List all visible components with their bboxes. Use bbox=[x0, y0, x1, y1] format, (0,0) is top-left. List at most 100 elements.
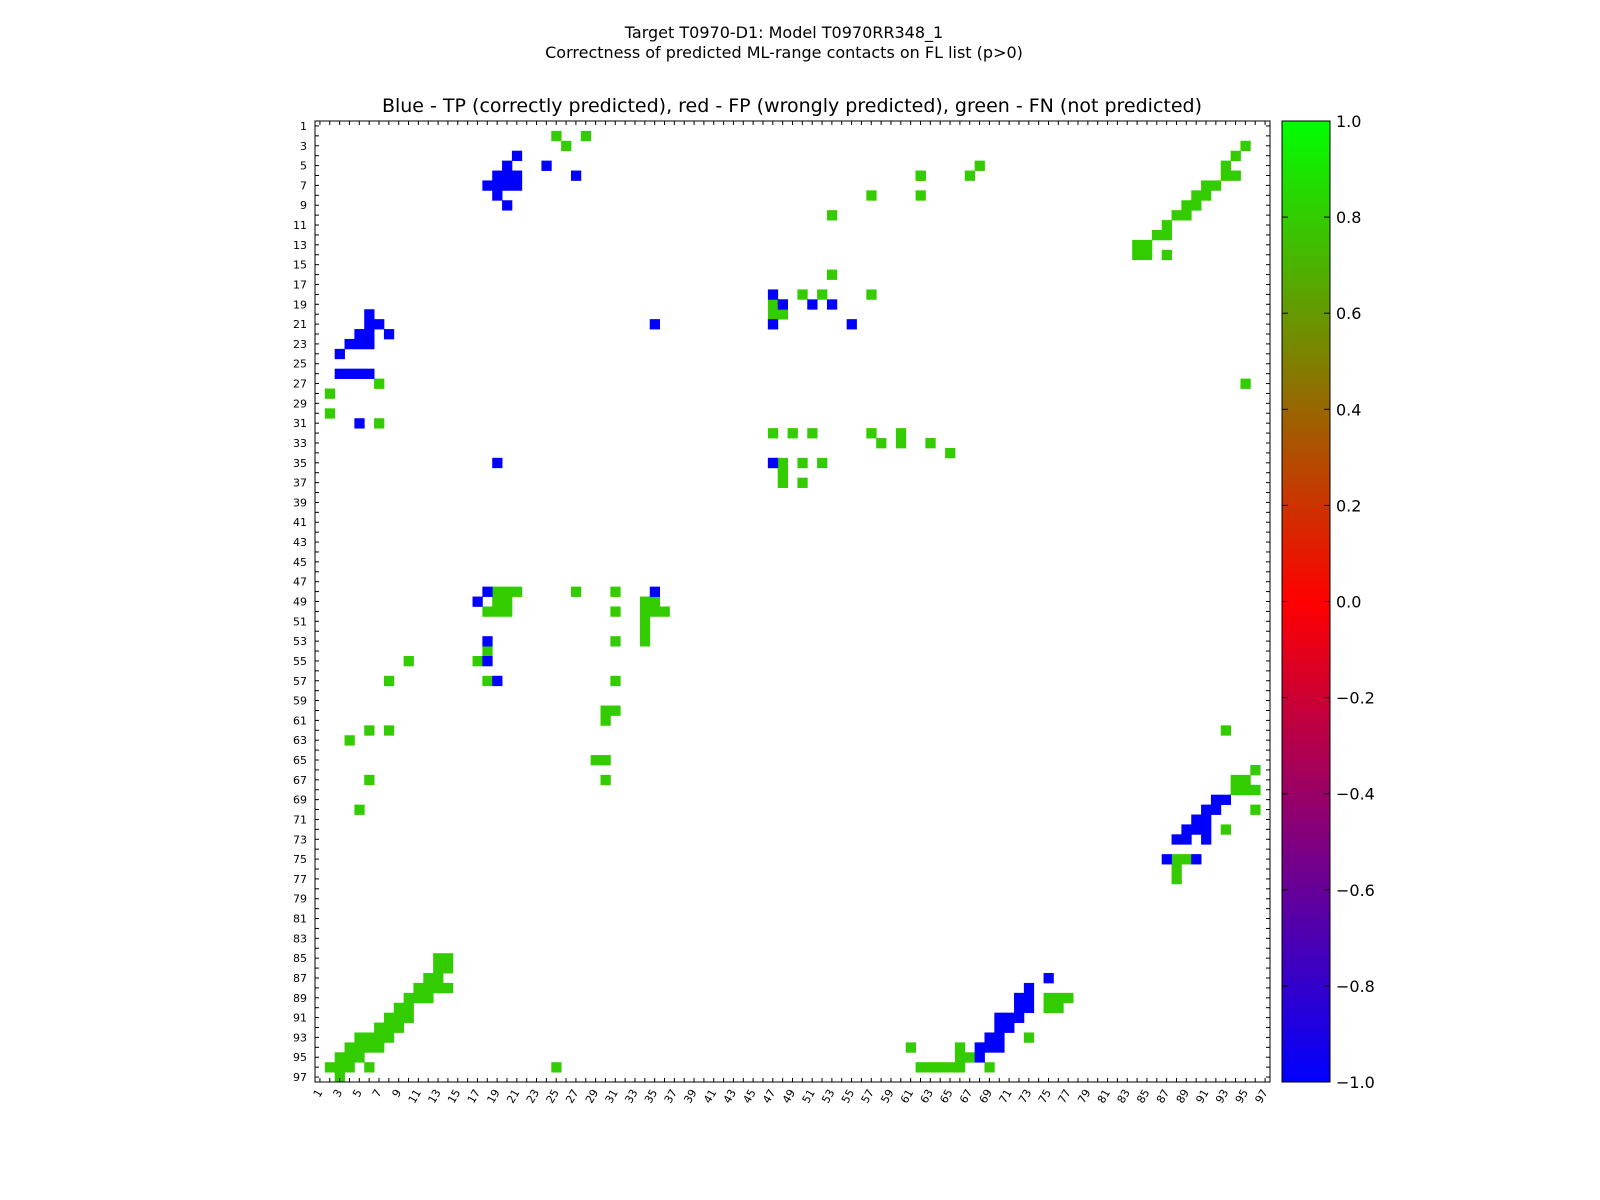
cell-fn bbox=[383, 725, 395, 736]
cell-tp bbox=[649, 586, 660, 597]
cell-fn bbox=[403, 992, 414, 1004]
cell-fn bbox=[423, 973, 434, 984]
cell-fn bbox=[649, 606, 660, 617]
x-tick-label: 59 bbox=[878, 1087, 896, 1106]
cell-fn bbox=[344, 1052, 355, 1063]
cell-fn bbox=[324, 408, 336, 419]
cell-tp bbox=[492, 190, 503, 201]
colorbar-tick-label: −0.8 bbox=[1336, 977, 1375, 996]
cell-fn bbox=[403, 1012, 414, 1023]
cell-fn bbox=[1201, 190, 1212, 201]
cell-fn bbox=[1240, 378, 1251, 389]
cell-fn bbox=[649, 596, 660, 607]
y-tick-label: 5 bbox=[300, 160, 307, 173]
cell-fn bbox=[364, 1042, 375, 1053]
cell-tp bbox=[1220, 794, 1232, 805]
cell-fn bbox=[393, 1002, 405, 1014]
cell-fn bbox=[334, 1072, 345, 1083]
cell-tp bbox=[570, 170, 582, 181]
colorbar-tick-label: 0.6 bbox=[1336, 304, 1361, 323]
y-tick-label: 7 bbox=[300, 179, 307, 192]
y-tick-label: 91 bbox=[293, 1012, 307, 1025]
cell-fn bbox=[1151, 229, 1163, 241]
cell-fn bbox=[423, 992, 434, 1004]
y-tick-label: 41 bbox=[293, 516, 307, 529]
cell-fn bbox=[905, 1042, 916, 1053]
y-tick-label: 29 bbox=[293, 397, 307, 410]
cell-fn bbox=[403, 1002, 414, 1014]
cell-fn bbox=[1043, 992, 1054, 1004]
cell-fn bbox=[374, 1022, 385, 1033]
cell-fn bbox=[945, 1062, 956, 1073]
cell-fn bbox=[610, 705, 621, 716]
cell-fn bbox=[561, 140, 572, 152]
cell-fn bbox=[472, 655, 483, 667]
cell-fn bbox=[551, 130, 562, 142]
x-tick-label: 61 bbox=[898, 1087, 916, 1106]
cell-tp bbox=[492, 170, 503, 181]
y-tick-label: 39 bbox=[293, 496, 307, 509]
cell-tp bbox=[1043, 973, 1054, 984]
cell-tp bbox=[1004, 1012, 1015, 1023]
cell-fn bbox=[374, 418, 385, 429]
x-tick-label: 89 bbox=[1174, 1087, 1192, 1106]
cell-tp bbox=[807, 299, 818, 310]
colorbar-tick-label: 0.4 bbox=[1336, 400, 1361, 419]
cell-tp bbox=[1201, 804, 1212, 815]
y-tick-label: 11 bbox=[293, 219, 307, 232]
cell-fn bbox=[1220, 824, 1232, 835]
x-tick-label: 87 bbox=[1154, 1087, 1172, 1106]
cell-fn bbox=[482, 646, 493, 657]
x-tick-label: 85 bbox=[1134, 1087, 1152, 1106]
y-tick-label: 81 bbox=[293, 913, 307, 926]
x-tick-label: 9 bbox=[390, 1087, 405, 1100]
cell-fn bbox=[1250, 804, 1261, 815]
cell-tp bbox=[994, 1012, 1005, 1023]
x-tick-label: 77 bbox=[1056, 1087, 1074, 1106]
cell-tp bbox=[492, 675, 503, 687]
x-tick-label: 13 bbox=[425, 1087, 443, 1106]
x-tick-label: 37 bbox=[662, 1087, 680, 1106]
cell-tp bbox=[1201, 824, 1212, 835]
cell-fn bbox=[1161, 249, 1172, 261]
cell-tp bbox=[984, 1032, 995, 1043]
cell-fn bbox=[344, 735, 355, 746]
x-tick-label: 29 bbox=[583, 1087, 601, 1106]
cell-fn bbox=[954, 1062, 966, 1073]
cell-fn bbox=[1053, 992, 1064, 1004]
cell-tp bbox=[1201, 834, 1212, 845]
y-tick-label: 63 bbox=[293, 734, 307, 747]
cell-fn bbox=[511, 586, 523, 597]
y-tick-label: 83 bbox=[293, 932, 307, 945]
y-tick-label: 1 bbox=[300, 120, 307, 133]
x-tick-label: 91 bbox=[1193, 1087, 1211, 1106]
colorbar-tick-label: −1.0 bbox=[1336, 1073, 1375, 1092]
cell-fn bbox=[600, 755, 611, 766]
cell-fn bbox=[433, 973, 444, 984]
cell-fn bbox=[1132, 249, 1143, 261]
cell-fn bbox=[334, 1052, 345, 1063]
cell-tp bbox=[482, 180, 493, 191]
cell-fn bbox=[767, 299, 779, 310]
x-tick-label: 39 bbox=[681, 1087, 699, 1106]
y-tick-label: 53 bbox=[293, 635, 307, 648]
cell-tp bbox=[1210, 794, 1222, 805]
cell-tp bbox=[1171, 834, 1182, 845]
cell-fn bbox=[787, 428, 798, 439]
x-tick-label: 49 bbox=[780, 1087, 798, 1106]
cell-tp bbox=[482, 586, 493, 597]
cell-fn bbox=[442, 963, 454, 974]
x-tick-label: 65 bbox=[937, 1087, 955, 1106]
cell-fn bbox=[413, 982, 424, 994]
cell-tp bbox=[502, 170, 513, 181]
cell-fn bbox=[1132, 239, 1143, 251]
cell-fn bbox=[817, 289, 828, 300]
cell-fn bbox=[925, 438, 936, 449]
cell-fn bbox=[354, 1032, 365, 1043]
x-tick-label: 79 bbox=[1075, 1087, 1093, 1106]
cell-fn bbox=[383, 1022, 395, 1033]
cell-fn bbox=[492, 596, 503, 607]
x-tick-label: 57 bbox=[859, 1087, 877, 1106]
cell-tp bbox=[1191, 814, 1202, 825]
x-tick-label: 35 bbox=[642, 1087, 660, 1106]
